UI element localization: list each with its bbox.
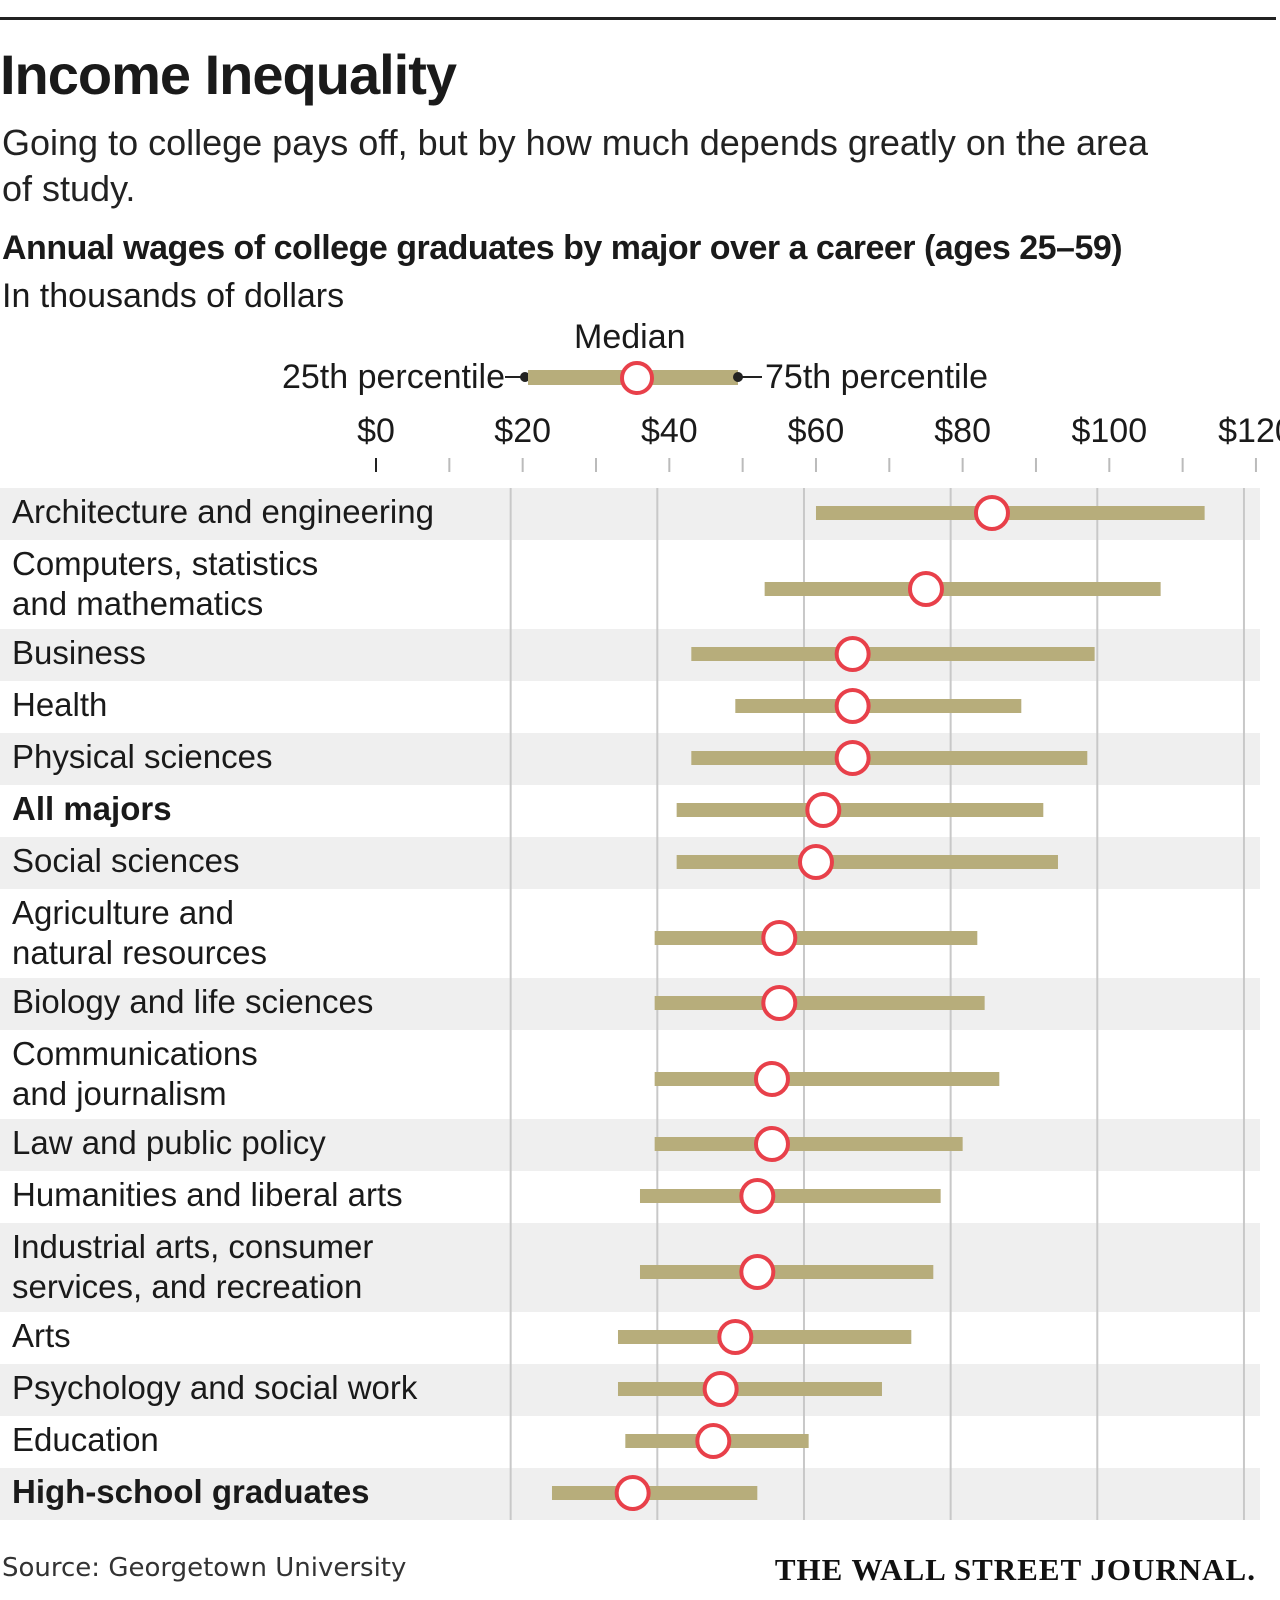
row-label: Biology and life sciences xyxy=(12,982,373,1022)
publisher-logo: THE WALL STREET JOURNAL. xyxy=(774,1552,1256,1587)
row-label: Agriculture and natural resources xyxy=(12,893,267,973)
row-stripe xyxy=(0,1119,1260,1171)
median-marker xyxy=(739,1178,776,1214)
row-label-line: High-school graduates xyxy=(12,1473,370,1510)
legend-p75-label: 75th percentile xyxy=(765,358,989,396)
median-marker xyxy=(834,636,871,672)
row-label-line: Education xyxy=(12,1421,159,1458)
row-label-line: Communications xyxy=(12,1035,258,1072)
row-label-line: Arts xyxy=(12,1317,71,1354)
source-note: Source: Georgetown University xyxy=(2,1553,407,1583)
legend-p25-leader xyxy=(505,376,525,378)
chart-units: In thousands of dollars xyxy=(2,277,345,315)
row-label: Law and public policy xyxy=(12,1123,326,1163)
row-label-line: Agriculture and xyxy=(12,894,234,931)
median-marker xyxy=(695,1423,732,1459)
subtitle: Going to college pays off, but by how mu… xyxy=(2,122,1149,209)
top-rule xyxy=(0,17,1276,20)
median-marker xyxy=(739,1254,776,1290)
x-tick-label: $40 xyxy=(641,412,698,450)
median-marker xyxy=(834,688,871,724)
legend-median-label: Median xyxy=(574,318,686,356)
range-bar xyxy=(676,855,1058,869)
legend-p75-leader xyxy=(740,376,762,378)
row-label-line: Business xyxy=(12,634,146,671)
row-label: Humanities and liberal arts xyxy=(12,1175,403,1215)
range-bar xyxy=(691,751,1088,765)
row-label-line: services, and recreation xyxy=(12,1268,363,1305)
row-label-line: Social sciences xyxy=(12,842,240,879)
legend-p25-label: 25th percentile xyxy=(281,358,505,396)
row-label: Communications and journalism xyxy=(12,1034,258,1114)
row-label: Industrial arts, consumer services, and r… xyxy=(12,1227,373,1307)
median-marker xyxy=(753,1061,790,1097)
row-stripe xyxy=(0,978,1260,1030)
row-label-line: Architecture and engineering xyxy=(12,493,434,530)
x-tick-label: $80 xyxy=(934,412,991,450)
x-tick-label: $0 xyxy=(357,412,395,450)
range-bar xyxy=(654,1072,1000,1086)
x-tick-label: $20 xyxy=(494,412,551,450)
row-label: Social sciences xyxy=(12,841,239,881)
row-label-line: All majors xyxy=(12,790,172,827)
row-label: All majors xyxy=(12,789,172,829)
row-label: Education xyxy=(12,1420,159,1460)
row-label-line: Health xyxy=(12,686,108,723)
row-label: High-school graduates xyxy=(12,1472,370,1512)
median-marker xyxy=(717,1319,754,1355)
legend-median-marker xyxy=(620,361,654,395)
legend-p25-dot xyxy=(520,372,530,382)
row-label-line: Biology and life sciences xyxy=(12,983,374,1020)
median-marker xyxy=(761,920,798,956)
row-label: Physical sciences xyxy=(12,737,272,777)
range-bar xyxy=(617,1382,882,1396)
row-label: Business xyxy=(12,633,146,673)
median-marker xyxy=(702,1371,739,1407)
row-label-line: Computers, statistics xyxy=(12,545,319,582)
range-bar xyxy=(676,803,1044,817)
row-label-line: Psychology and social work xyxy=(12,1369,418,1406)
median-marker xyxy=(834,740,871,776)
x-tick-label: $120 xyxy=(1218,412,1280,450)
range-bar xyxy=(639,1189,941,1203)
row-label: Computers, statistics and mathematics xyxy=(12,544,318,624)
row-label-line: Industrial arts, consumer xyxy=(12,1228,374,1265)
x-tick-label: $100 xyxy=(1071,412,1147,450)
range-bar xyxy=(764,582,1161,596)
range-bar xyxy=(639,1265,934,1279)
range-bar xyxy=(654,1137,963,1151)
row-label: Architecture and engineering xyxy=(12,492,434,532)
range-bar xyxy=(654,931,978,945)
range-bar xyxy=(654,996,985,1010)
x-tick-label: $60 xyxy=(788,412,845,450)
median-marker xyxy=(797,844,834,880)
median-marker xyxy=(973,495,1010,531)
row-label-line: and mathematics xyxy=(12,585,264,622)
median-marker xyxy=(805,792,842,828)
range-bar xyxy=(735,699,1022,713)
row-label-line: natural resources xyxy=(12,934,267,971)
range-bar xyxy=(617,1330,912,1344)
row-label-line: Physical sciences xyxy=(12,738,273,775)
row-label: Psychology and social work xyxy=(12,1368,417,1408)
median-marker xyxy=(753,1126,790,1162)
row-label: Arts xyxy=(12,1316,71,1356)
range-bar xyxy=(815,506,1205,520)
row-label-line: Law and public policy xyxy=(12,1124,326,1161)
row-label-line: and journalism xyxy=(12,1075,227,1112)
page-title: Income Inequality xyxy=(0,43,457,106)
range-bar xyxy=(691,647,1095,661)
median-marker xyxy=(761,985,798,1021)
chart-title: Annual wages of college graduates by maj… xyxy=(2,229,1123,267)
row-label: Health xyxy=(12,685,107,725)
range-bar xyxy=(551,1486,758,1500)
row-label-line: Humanities and liberal arts xyxy=(12,1176,403,1213)
median-marker xyxy=(614,1475,651,1511)
legend-p75-dot xyxy=(733,372,743,382)
row-stripe xyxy=(0,1223,1260,1312)
median-marker xyxy=(907,571,944,607)
